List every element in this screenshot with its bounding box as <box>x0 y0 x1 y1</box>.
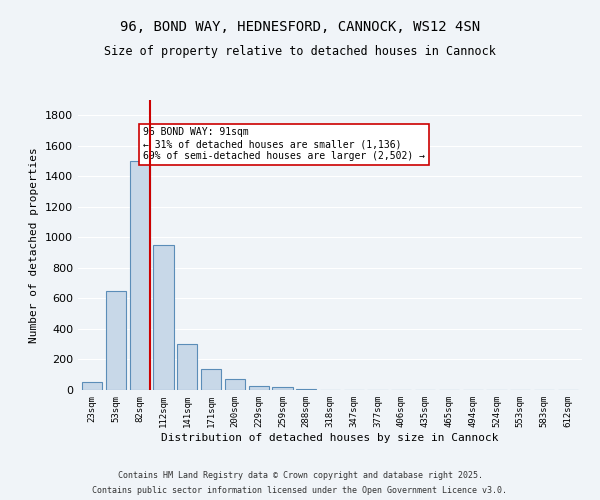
Bar <box>130 161 150 390</box>
Bar <box>201 368 221 390</box>
Bar <box>82 382 103 390</box>
Bar <box>225 380 245 390</box>
Bar <box>154 245 173 390</box>
Text: 96 BOND WAY: 91sqm
← 31% of detached houses are smaller (1,136)
69% of semi-deta: 96 BOND WAY: 91sqm ← 31% of detached hou… <box>143 128 425 160</box>
Bar <box>177 344 197 390</box>
Bar <box>248 386 269 390</box>
Bar <box>106 291 126 390</box>
Bar <box>272 387 293 390</box>
Text: Contains public sector information licensed under the Open Government Licence v3: Contains public sector information licen… <box>92 486 508 495</box>
Text: Contains HM Land Registry data © Crown copyright and database right 2025.: Contains HM Land Registry data © Crown c… <box>118 471 482 480</box>
Y-axis label: Number of detached properties: Number of detached properties <box>29 147 40 343</box>
X-axis label: Distribution of detached houses by size in Cannock: Distribution of detached houses by size … <box>161 432 499 442</box>
Text: 96, BOND WAY, HEDNESFORD, CANNOCK, WS12 4SN: 96, BOND WAY, HEDNESFORD, CANNOCK, WS12 … <box>120 20 480 34</box>
Bar <box>296 389 316 390</box>
Text: Size of property relative to detached houses in Cannock: Size of property relative to detached ho… <box>104 45 496 58</box>
